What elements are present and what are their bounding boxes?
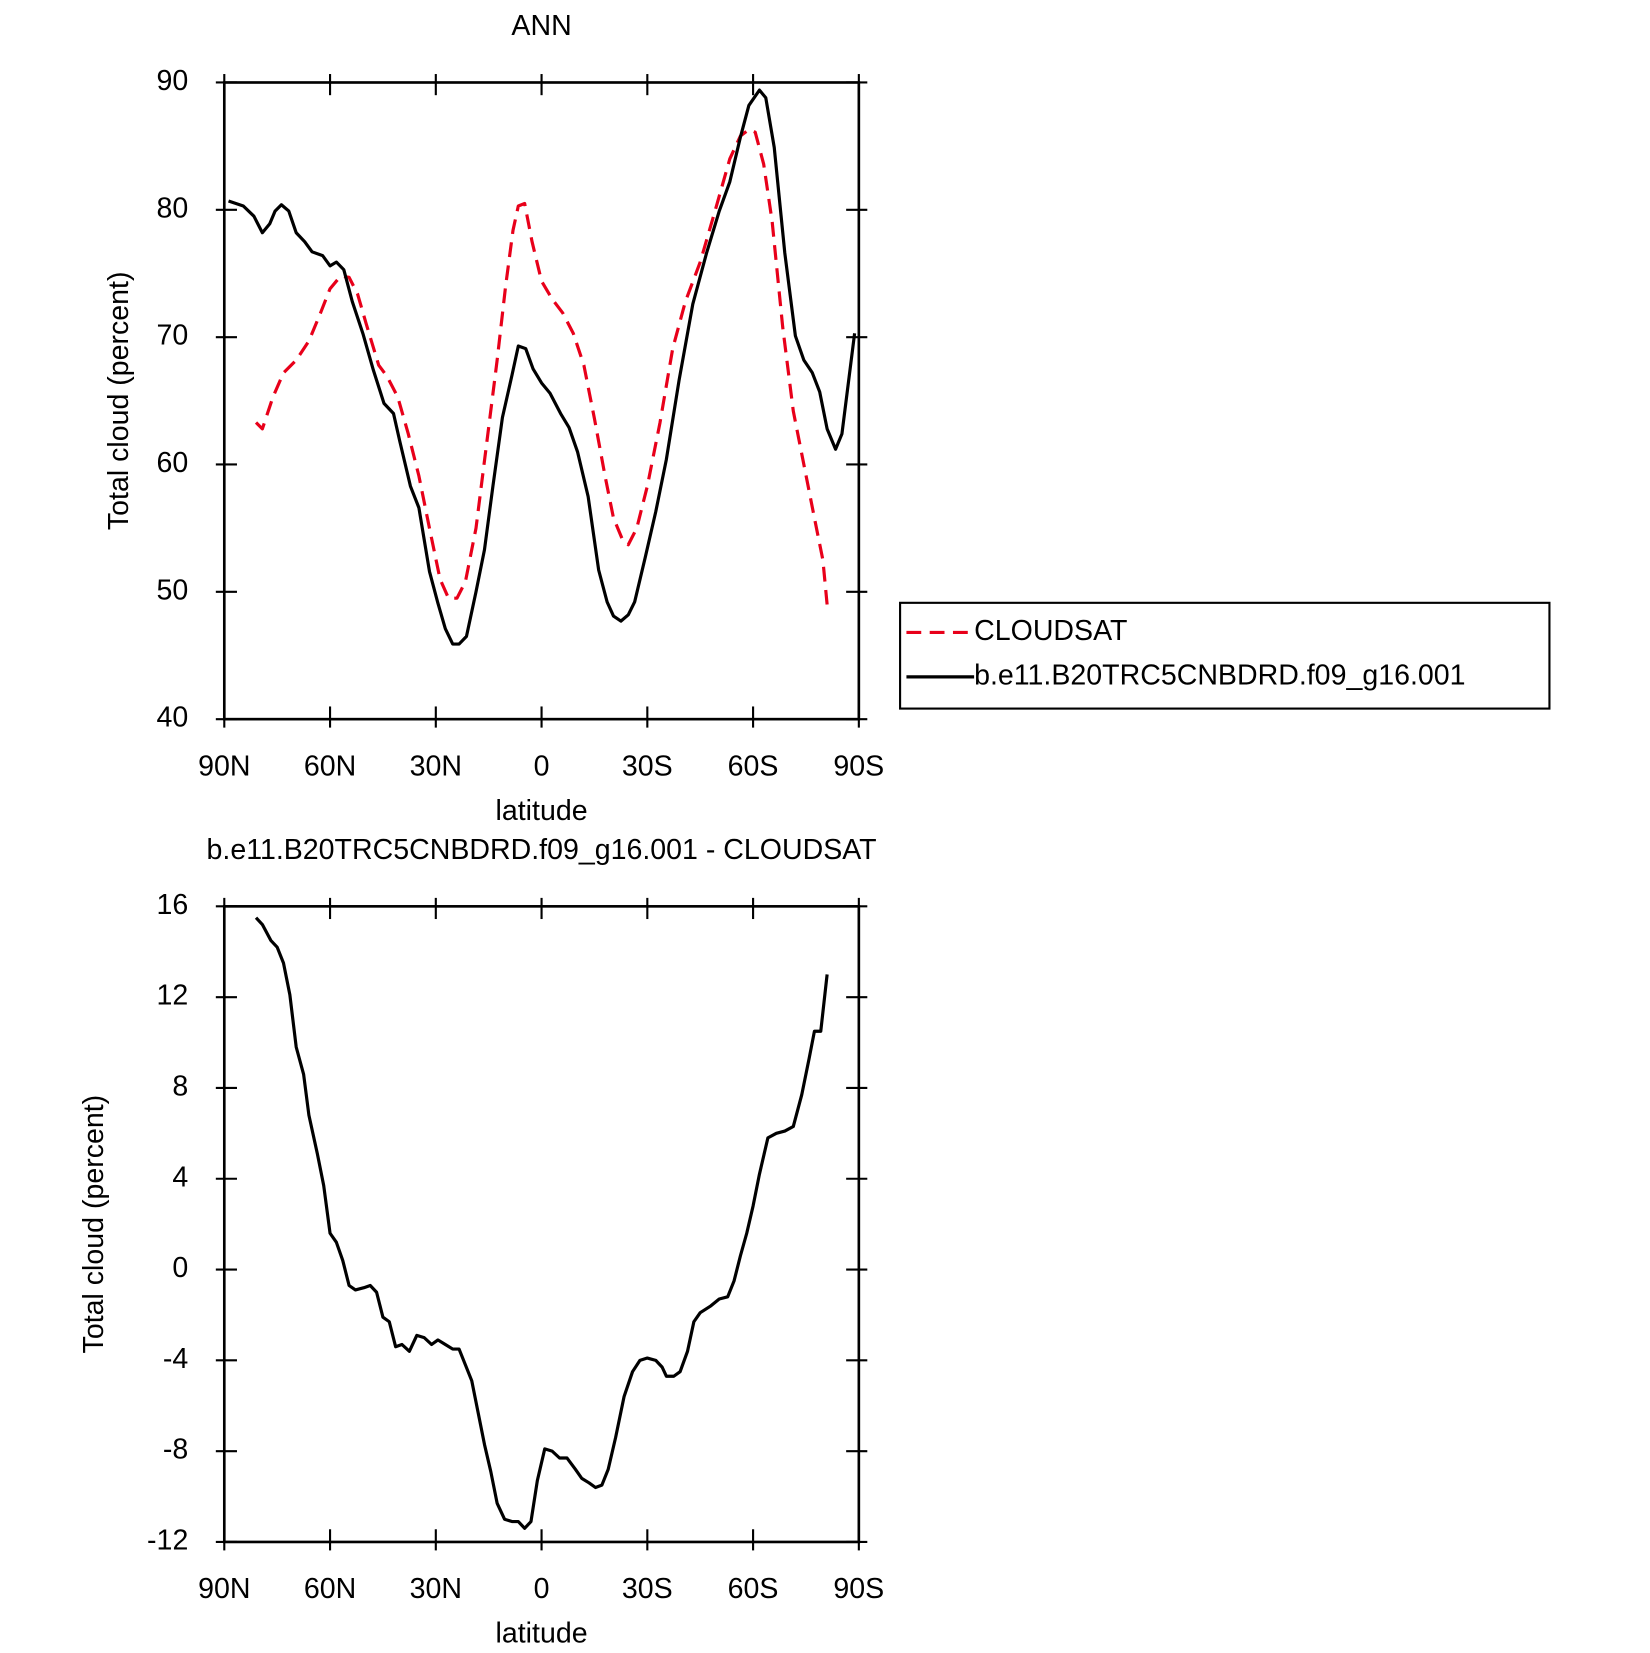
data-line [228, 88, 857, 646]
x-tick-label: 90S [833, 750, 884, 782]
data-line [254, 127, 829, 605]
x-tick-label: 60N [304, 1573, 356, 1605]
y-axis-label: Total cloud (percent) [78, 1095, 110, 1354]
x-tick-label: 60S [728, 750, 779, 782]
y-tick-label: -4 [163, 1343, 189, 1375]
legend-box [899, 601, 1551, 710]
x-tick-label: 30S [622, 750, 673, 782]
x-tick-label: 30N [410, 750, 462, 782]
y-tick-label: 90 [157, 65, 189, 97]
x-tick-label: 0 [534, 750, 550, 782]
x-tick-label: 60N [304, 750, 356, 782]
x-axis-label: latitude [496, 795, 588, 827]
y-tick-label: 0 [172, 1252, 188, 1284]
plot-frame [222, 81, 861, 721]
y-tick-label: 50 [157, 574, 189, 606]
x-tick-label: 90S [833, 1573, 884, 1605]
y-axis-label: Total cloud (percent) [103, 272, 135, 531]
y-tick-label: -8 [163, 1434, 188, 1466]
y-tick-label: 4 [172, 1161, 188, 1193]
x-axis-label: latitude [496, 1618, 588, 1650]
y-tick-label: 60 [157, 447, 189, 479]
x-tick-label: 30S [622, 1573, 673, 1605]
x-tick-label: 30N [410, 1573, 462, 1605]
x-tick-label: 0 [534, 1573, 550, 1605]
chart-title: b.e11.B20TRC5CNBDRD.f09_g16.001 - CLOUDS… [207, 834, 877, 866]
y-tick-label: 80 [157, 192, 189, 224]
data-line [254, 916, 829, 1530]
y-tick-label: 8 [172, 1070, 188, 1102]
y-tick-label: -12 [147, 1525, 188, 1557]
x-tick-label: 90N [198, 1573, 250, 1605]
y-tick-label: 12 [157, 980, 189, 1012]
chart-title: ANN [511, 10, 571, 42]
x-tick-label: 90N [198, 750, 250, 782]
y-tick-label: 40 [157, 702, 189, 734]
x-tick-label: 60S [728, 1573, 779, 1605]
plot-frame [222, 905, 861, 1544]
legend-label: b.e11.B20TRC5CNBDRD.f09_g16.001 [974, 659, 1465, 691]
y-tick-label: 16 [157, 889, 189, 921]
y-tick-label: 70 [157, 320, 189, 352]
legend-label: CLOUDSAT [974, 615, 1127, 647]
